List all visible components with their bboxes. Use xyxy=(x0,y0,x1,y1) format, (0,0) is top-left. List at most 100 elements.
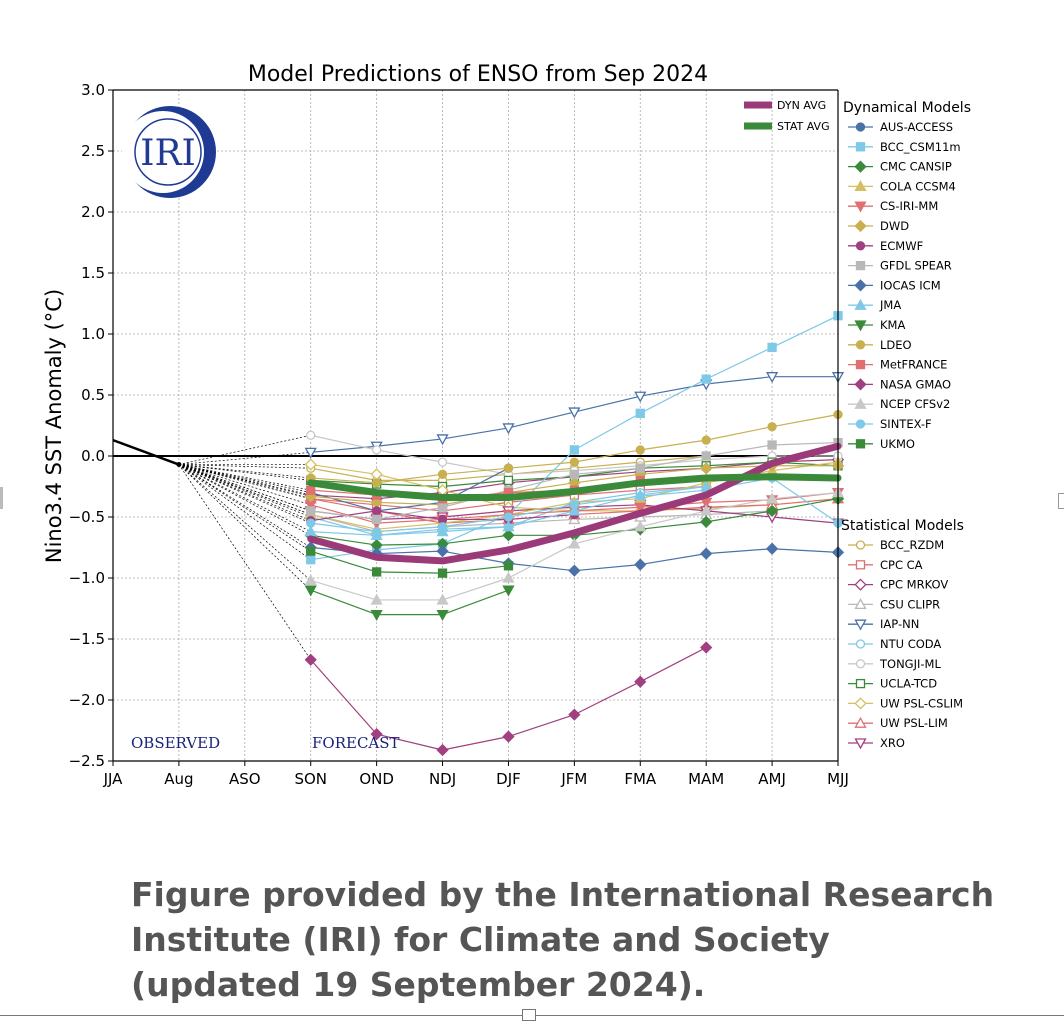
forecast-connector-ncep-cfsv2 xyxy=(178,464,311,581)
forecast-connector-uw-psl-lim xyxy=(178,464,311,500)
series-ncep-cfsv2 xyxy=(304,486,845,605)
x-tick-label: NDJ xyxy=(429,770,456,788)
x-tick-label: AMJ xyxy=(758,770,786,788)
point-nasa-gmao xyxy=(370,728,383,741)
point-jma xyxy=(568,504,581,516)
point-iocas-icm xyxy=(436,545,449,558)
legend-label-kma: KMA xyxy=(880,318,905,332)
point-ncep-cfsv2 xyxy=(765,492,779,504)
forecast-connector-cmc-cansip xyxy=(178,464,311,536)
forecast-connector-csu-clipr xyxy=(178,464,311,515)
point-bcc-csm11m xyxy=(767,342,777,353)
y-tick-label: 1.5 xyxy=(81,264,105,282)
legend-marker-metfrance xyxy=(855,359,866,370)
legend-label-dyn-avg: DYN AVG xyxy=(777,99,826,112)
legend-label-csu-clipr: CSU CLIPR xyxy=(880,597,940,611)
point-nasa-gmao xyxy=(502,730,515,743)
point-iap-nn xyxy=(502,423,515,435)
legend-marker-ecmwf xyxy=(855,241,866,251)
observed-point xyxy=(176,462,182,468)
legend-label-ukmo: UKMO xyxy=(880,437,915,451)
point-iocas-icm xyxy=(568,564,581,577)
x-tick-label: FMA xyxy=(624,770,657,788)
x-tick-label: OND xyxy=(359,770,394,788)
legend-marker-uw-psl-cslim xyxy=(854,697,867,710)
y-tick-label: 2.0 xyxy=(81,203,105,221)
legend-label-uw-psl-lim: UW PSL-LIM xyxy=(880,716,948,730)
legend-label-gfdl-spear: GFDL SPEAR xyxy=(880,259,952,273)
legend-label-stat-avg: STAT AVG xyxy=(777,120,830,133)
legend-label-tongji-ml: TONGJI-ML xyxy=(879,657,941,671)
point-ldeo xyxy=(569,457,580,467)
point-sintex-f xyxy=(437,522,448,532)
point-nasa-gmao xyxy=(634,675,647,688)
point-sintex-f xyxy=(635,491,645,501)
observed-annotation: OBSERVED xyxy=(131,734,220,752)
legend-label-iocas-icm: IOCAS ICM xyxy=(880,278,941,292)
legend-marker-uw-psl-lim xyxy=(854,716,867,728)
legend-marker-iocas-icm xyxy=(854,279,867,292)
forecast-connector-bcc-csm11m xyxy=(178,464,311,560)
point-gfdl-spear xyxy=(306,506,316,516)
legend-marker-cmc-cansip xyxy=(854,160,867,173)
point-metfrance xyxy=(306,485,316,495)
forecast-connectors xyxy=(178,434,312,660)
legend-label-iap-nn: IAP-NN xyxy=(880,617,919,631)
point-sintex-f xyxy=(306,518,316,528)
x-tick-label: JJA xyxy=(103,770,124,788)
legend-label-cs-iri-mm: CS-IRI-MM xyxy=(880,199,938,213)
point-iap-nn xyxy=(765,372,779,384)
y-tick-label: 0.5 xyxy=(81,386,105,404)
forecast-annotation: FORECAST xyxy=(312,734,400,752)
legend-marker-tongji-ml xyxy=(855,659,866,669)
left-edge-marker xyxy=(0,487,3,509)
legend-marker-ldeo xyxy=(855,340,866,350)
series-kma xyxy=(304,585,515,621)
point-sintex-f xyxy=(503,512,514,522)
point-dwd xyxy=(700,462,713,475)
x-tick-label: JFM xyxy=(560,770,587,788)
point-gfdl-spear xyxy=(701,451,711,461)
series-line-kma xyxy=(310,589,510,616)
point-gfdl-spear xyxy=(569,469,580,479)
point-bcc-csm11m xyxy=(701,374,711,384)
legend-marker-cpc-ca xyxy=(855,560,866,570)
series-line-ukmo xyxy=(310,550,510,574)
legend-label-ecmwf: ECMWF xyxy=(880,239,923,253)
legend-marker-sintex-f xyxy=(855,419,866,429)
point-ecmwf xyxy=(371,506,382,516)
legend-marker-ntu-coda xyxy=(855,639,866,649)
point-ukmo xyxy=(371,567,382,577)
point-iap-nn xyxy=(436,434,449,446)
legend-label-bcc-rzdm: BCC_RZDM xyxy=(880,538,944,552)
point-kma xyxy=(502,585,515,597)
legend-marker-kma xyxy=(854,320,867,332)
point-ucla-tcd xyxy=(503,475,514,486)
point-cmc-cansip xyxy=(765,504,779,518)
forecast-connector-sintex-f xyxy=(178,464,311,524)
point-ncep-cfsv2 xyxy=(370,593,383,605)
series-iocas-icm xyxy=(304,541,845,577)
legend-label-ntu-coda: NTU CODA xyxy=(880,637,941,651)
figure-caption: Figure provided by the International Res… xyxy=(131,872,1031,1007)
chart-title: Model Predictions of ENSO from Sep 2024 xyxy=(248,62,708,87)
point-iocas-icm xyxy=(634,558,647,571)
legend-label-uw-psl-cslim: UW PSL-CSLIM xyxy=(880,696,963,710)
point-ncep-cfsv2 xyxy=(700,504,713,516)
series-line-aus-access xyxy=(310,467,510,512)
point-ldeo xyxy=(701,435,711,445)
legend-marker-bcc-rzdm xyxy=(855,540,866,550)
y-tick-label: 0.0 xyxy=(81,447,105,465)
point-ncep-cfsv2 xyxy=(304,574,317,586)
y-tick-label: −2.5 xyxy=(69,752,105,770)
point-ukmo xyxy=(503,561,514,571)
point-gfdl-spear xyxy=(635,463,645,473)
series-line-stat-avg xyxy=(307,473,842,501)
plot-area: −2.5 −2.0 −1.5 −1.0 −0.5 0.0 0.5 1.0 1.5 2.0 2.5 3.… xyxy=(69,81,849,788)
legend-marker-nasa-gmao xyxy=(854,378,867,391)
resize-handle-bottom[interactable] xyxy=(522,1009,536,1021)
legend-label-jma: JMA xyxy=(879,298,901,312)
series-ukmo xyxy=(306,546,514,578)
resize-handle-right[interactable] xyxy=(1058,493,1064,509)
y-axis-label: Nino3.4 SST Anomaly (°C) xyxy=(42,289,66,563)
